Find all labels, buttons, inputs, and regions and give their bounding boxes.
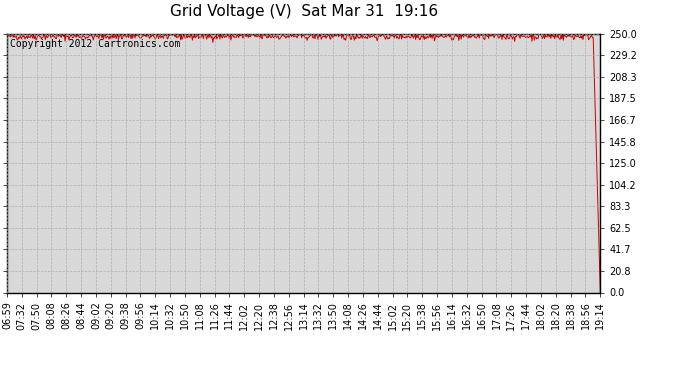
Text: Copyright 2012 Cartronics.com: Copyright 2012 Cartronics.com: [10, 39, 180, 49]
Text: Grid Voltage (V)  Sat Mar 31  19:16: Grid Voltage (V) Sat Mar 31 19:16: [170, 4, 437, 19]
